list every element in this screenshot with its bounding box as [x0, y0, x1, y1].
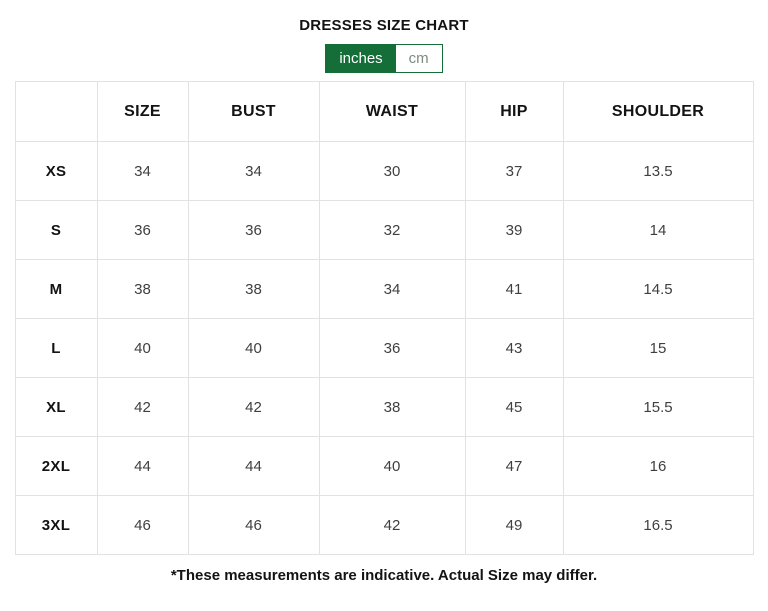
- table-cell: 46: [187, 495, 320, 555]
- row-label-xs: XS: [14, 141, 98, 201]
- table-cell: 34: [96, 141, 189, 201]
- table-cell: 16: [562, 436, 754, 496]
- header-row: SIZE BUST WAIST HIP SHOULDER: [14, 81, 754, 142]
- table-cell: 36: [318, 318, 466, 378]
- table-row-3xl: 3XL 46 46 42 49 16.5: [14, 495, 754, 555]
- row-label-3xl: 3XL: [14, 495, 98, 555]
- column-header-bust: BUST: [187, 81, 320, 142]
- table-cell: 38: [96, 259, 189, 319]
- column-header-size: SIZE: [96, 81, 189, 142]
- table-row-l: L 40 40 36 43 15: [14, 318, 754, 378]
- row-label-l: L: [14, 318, 98, 378]
- table-row-xs: XS 34 34 30 37 13.5: [14, 141, 754, 201]
- table-row-s: S 36 36 32 39 14: [14, 200, 754, 260]
- table-cell: 15: [562, 318, 754, 378]
- size-chart-table: SIZE BUST WAIST HIP SHOULDER XS 34 34 30…: [14, 81, 754, 555]
- table-cell: 38: [318, 377, 466, 437]
- table-cell: 42: [96, 377, 189, 437]
- table-cell: 34: [318, 259, 466, 319]
- row-label-s: S: [14, 200, 98, 260]
- size-chart-title: DRESSES SIZE CHART: [299, 17, 469, 34]
- table-cell: 30: [318, 141, 466, 201]
- table-cell: 32: [318, 200, 466, 260]
- column-header-shoulder: SHOULDER: [562, 81, 754, 142]
- table-cell: 44: [187, 436, 320, 496]
- table-cell: 39: [464, 200, 564, 260]
- table-cell: 42: [187, 377, 320, 437]
- table-cell: 34: [187, 141, 320, 201]
- footnote: *These measurements are indicative. Actu…: [170, 567, 598, 584]
- row-label-m: M: [14, 259, 98, 319]
- table-cell: 37: [464, 141, 564, 201]
- table-cell: 44: [96, 436, 189, 496]
- row-label-2xl: 2XL: [14, 436, 98, 496]
- unit-cm-button[interactable]: cm: [395, 45, 442, 72]
- table-cell: 49: [464, 495, 564, 555]
- unit-toggle-wrap: inches cm: [0, 44, 768, 73]
- unit-toggle: inches cm: [325, 44, 443, 73]
- row-label-xl: XL: [14, 377, 98, 437]
- column-header-hip: HIP: [464, 81, 564, 142]
- column-header-waist: WAIST: [318, 81, 466, 142]
- table-cell: 40: [318, 436, 466, 496]
- table-cell: 40: [96, 318, 189, 378]
- unit-inches-button[interactable]: inches: [326, 45, 396, 72]
- table-cell: 41: [464, 259, 564, 319]
- table-cell: 14: [562, 200, 754, 260]
- table-cell: 42: [318, 495, 466, 555]
- table-cell: 16.5: [562, 495, 754, 555]
- table-cell: 36: [187, 200, 320, 260]
- table-cell: 40: [187, 318, 320, 378]
- table-cell: 47: [464, 436, 564, 496]
- corner-header-cell: [14, 81, 98, 142]
- table-row-2xl: 2XL 44 44 40 47 16: [14, 436, 754, 496]
- table-cell: 13.5: [562, 141, 754, 201]
- table-cell: 45: [464, 377, 564, 437]
- table-cell: 36: [96, 200, 189, 260]
- table-cell: 46: [96, 495, 189, 555]
- table-cell: 38: [187, 259, 320, 319]
- table-row-xl: XL 42 42 38 45 15.5: [14, 377, 754, 437]
- table-cell: 43: [464, 318, 564, 378]
- table-row-m: M 38 38 34 41 14.5: [14, 259, 754, 319]
- table-cell: 14.5: [562, 259, 754, 319]
- table-cell: 15.5: [562, 377, 754, 437]
